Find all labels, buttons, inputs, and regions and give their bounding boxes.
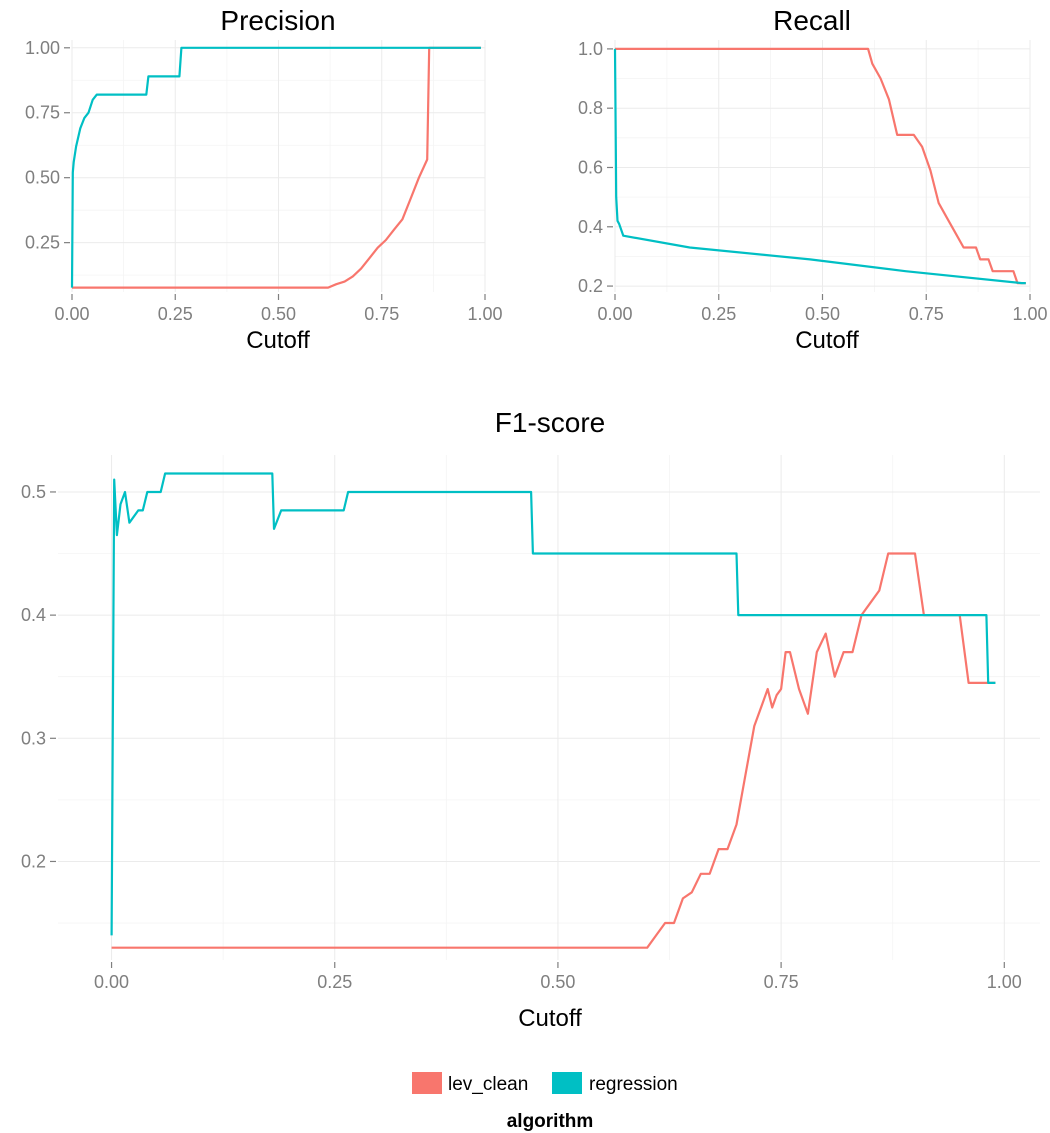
precision-x-tick-label: 1.00 <box>467 304 502 324</box>
f1-score-x-tick-label: 0.75 <box>764 972 799 992</box>
precision-y-tick-label: 1.00 <box>25 38 60 58</box>
precision-title: Precision <box>220 5 335 36</box>
f1-score-y-tick-label: 0.4 <box>21 605 46 625</box>
recall-x-tick-label: 0.25 <box>701 304 736 324</box>
precision-x-tick-label: 0.75 <box>364 304 399 324</box>
legend-swatch-lev-clean <box>412 1072 442 1094</box>
precision-x-axis-label: Cutoff <box>246 327 310 354</box>
recall-x-axis-label: Cutoff <box>795 327 859 354</box>
precision-series-regression <box>70 46 481 288</box>
precision-y-tick-label: 0.25 <box>25 233 60 253</box>
f1-score-x-tick-label: 0.50 <box>540 972 575 992</box>
legend-title: algorithm <box>507 1111 594 1132</box>
recall-chart: 0.2 0.4 0.6 0.8 1.0 0.00 0.25 0.50 0.75 1.00 Recal… <box>578 5 1048 354</box>
legend: lev_clean regression algorithm <box>412 1072 678 1132</box>
precision-x-tick-label: 0.50 <box>261 304 296 324</box>
recall-y-tick-label: 1.0 <box>578 39 603 59</box>
recall-y-tick-label: 0.8 <box>578 98 603 118</box>
f1-score-x-tick-label: 0.00 <box>94 972 129 992</box>
precision-y-tick-label: 0.75 <box>25 103 60 123</box>
f1-score-x-axis-label: Cutoff <box>518 1005 582 1032</box>
f1-score-title: F1-score <box>495 407 605 438</box>
recall-title: Recall <box>773 5 851 36</box>
f1-score-series-regression <box>110 472 996 936</box>
recall-series-regression <box>613 48 1026 285</box>
precision-y-tick-label: 0.50 <box>25 168 60 188</box>
recall-x-tick-label: 0.75 <box>909 304 944 324</box>
f1-score-y-tick-label: 0.2 <box>21 851 46 871</box>
recall-x-tick-label: 1.00 <box>1012 304 1047 324</box>
precision-x-tick-label: 0.00 <box>54 304 89 324</box>
f1-score-chart: 0.2 0.3 0.4 0.5 0.00 0.25 0.50 0.75 1.00 F1-score… <box>21 407 1040 1032</box>
f1-score-series-lev-clean <box>111 552 996 949</box>
legend-label-lev-clean: lev_clean <box>448 1074 528 1095</box>
recall-y-tick-label: 0.6 <box>578 157 603 177</box>
f1-score-y-tick-label: 0.5 <box>21 482 46 502</box>
recall-series-lev-clean <box>615 47 1026 285</box>
f1-score-y-tick-label: 0.3 <box>21 728 46 748</box>
f1-score-x-tick-label: 0.25 <box>317 972 352 992</box>
recall-y-tick-label: 0.2 <box>578 276 603 296</box>
legend-label-regression: regression <box>589 1074 678 1095</box>
f1-score-x-tick-label: 1.00 <box>987 972 1022 992</box>
recall-y-tick-label: 0.4 <box>578 217 603 237</box>
precision-chart: 0.25 0.50 0.75 1.00 0.00 0.25 0.50 0.75 1.00 Prec… <box>25 5 503 354</box>
legend-swatch-regression <box>552 1072 582 1094</box>
recall-x-tick-label: 0.50 <box>805 304 840 324</box>
recall-x-tick-label: 0.00 <box>597 304 632 324</box>
precision-series-lev-clean <box>72 46 481 289</box>
precision-x-tick-label: 0.25 <box>158 304 193 324</box>
